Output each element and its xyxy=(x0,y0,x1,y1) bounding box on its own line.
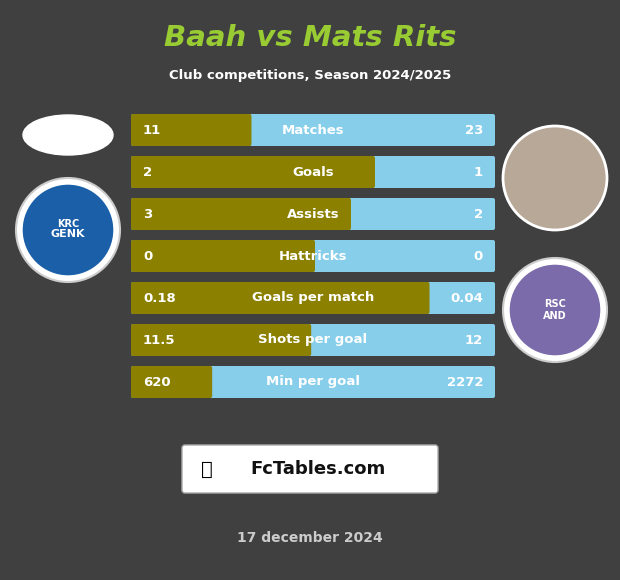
Text: 2: 2 xyxy=(143,165,152,179)
Text: 23: 23 xyxy=(464,124,483,136)
Text: 0.18: 0.18 xyxy=(143,292,175,304)
Text: RSC
AND: RSC AND xyxy=(543,299,567,321)
Text: Assists: Assists xyxy=(286,208,339,220)
Circle shape xyxy=(16,178,120,282)
Text: 11.5: 11.5 xyxy=(143,334,175,346)
FancyBboxPatch shape xyxy=(182,445,438,493)
FancyBboxPatch shape xyxy=(131,366,495,398)
FancyBboxPatch shape xyxy=(131,114,252,146)
Text: GENK: GENK xyxy=(51,229,86,239)
Text: 0: 0 xyxy=(474,249,483,263)
Text: Min per goal: Min per goal xyxy=(266,375,360,389)
Text: 0.04: 0.04 xyxy=(450,292,483,304)
Text: FcTables.com: FcTables.com xyxy=(250,460,386,478)
Text: 2: 2 xyxy=(474,208,483,220)
FancyBboxPatch shape xyxy=(131,198,351,230)
Text: Club competitions, Season 2024/2025: Club competitions, Season 2024/2025 xyxy=(169,68,451,82)
Circle shape xyxy=(509,264,601,356)
Circle shape xyxy=(22,184,114,276)
Text: Goals per match: Goals per match xyxy=(252,292,374,304)
FancyBboxPatch shape xyxy=(131,114,495,146)
Text: 📊: 📊 xyxy=(201,459,213,478)
FancyBboxPatch shape xyxy=(131,282,430,314)
FancyBboxPatch shape xyxy=(131,282,495,314)
Text: 0: 0 xyxy=(143,249,153,263)
Text: KRC: KRC xyxy=(57,219,79,229)
FancyBboxPatch shape xyxy=(131,324,495,356)
Text: 2272: 2272 xyxy=(446,375,483,389)
Text: 3: 3 xyxy=(143,208,153,220)
Text: 1: 1 xyxy=(474,165,483,179)
Text: Baah vs Mats Rits: Baah vs Mats Rits xyxy=(164,24,456,52)
Text: Shots per goal: Shots per goal xyxy=(259,334,368,346)
Text: Goals: Goals xyxy=(292,165,334,179)
Text: 11: 11 xyxy=(143,124,161,136)
Text: 620: 620 xyxy=(143,375,170,389)
FancyBboxPatch shape xyxy=(131,156,375,188)
Circle shape xyxy=(503,126,607,230)
FancyBboxPatch shape xyxy=(131,366,212,398)
Ellipse shape xyxy=(23,115,113,155)
FancyBboxPatch shape xyxy=(131,240,315,272)
Text: 12: 12 xyxy=(465,334,483,346)
Text: 17 december 2024: 17 december 2024 xyxy=(237,531,383,545)
FancyBboxPatch shape xyxy=(131,198,495,230)
Circle shape xyxy=(503,258,607,362)
Text: Matches: Matches xyxy=(281,124,344,136)
FancyBboxPatch shape xyxy=(131,156,495,188)
FancyBboxPatch shape xyxy=(131,240,495,272)
FancyBboxPatch shape xyxy=(131,324,311,356)
Text: Hattricks: Hattricks xyxy=(279,249,347,263)
